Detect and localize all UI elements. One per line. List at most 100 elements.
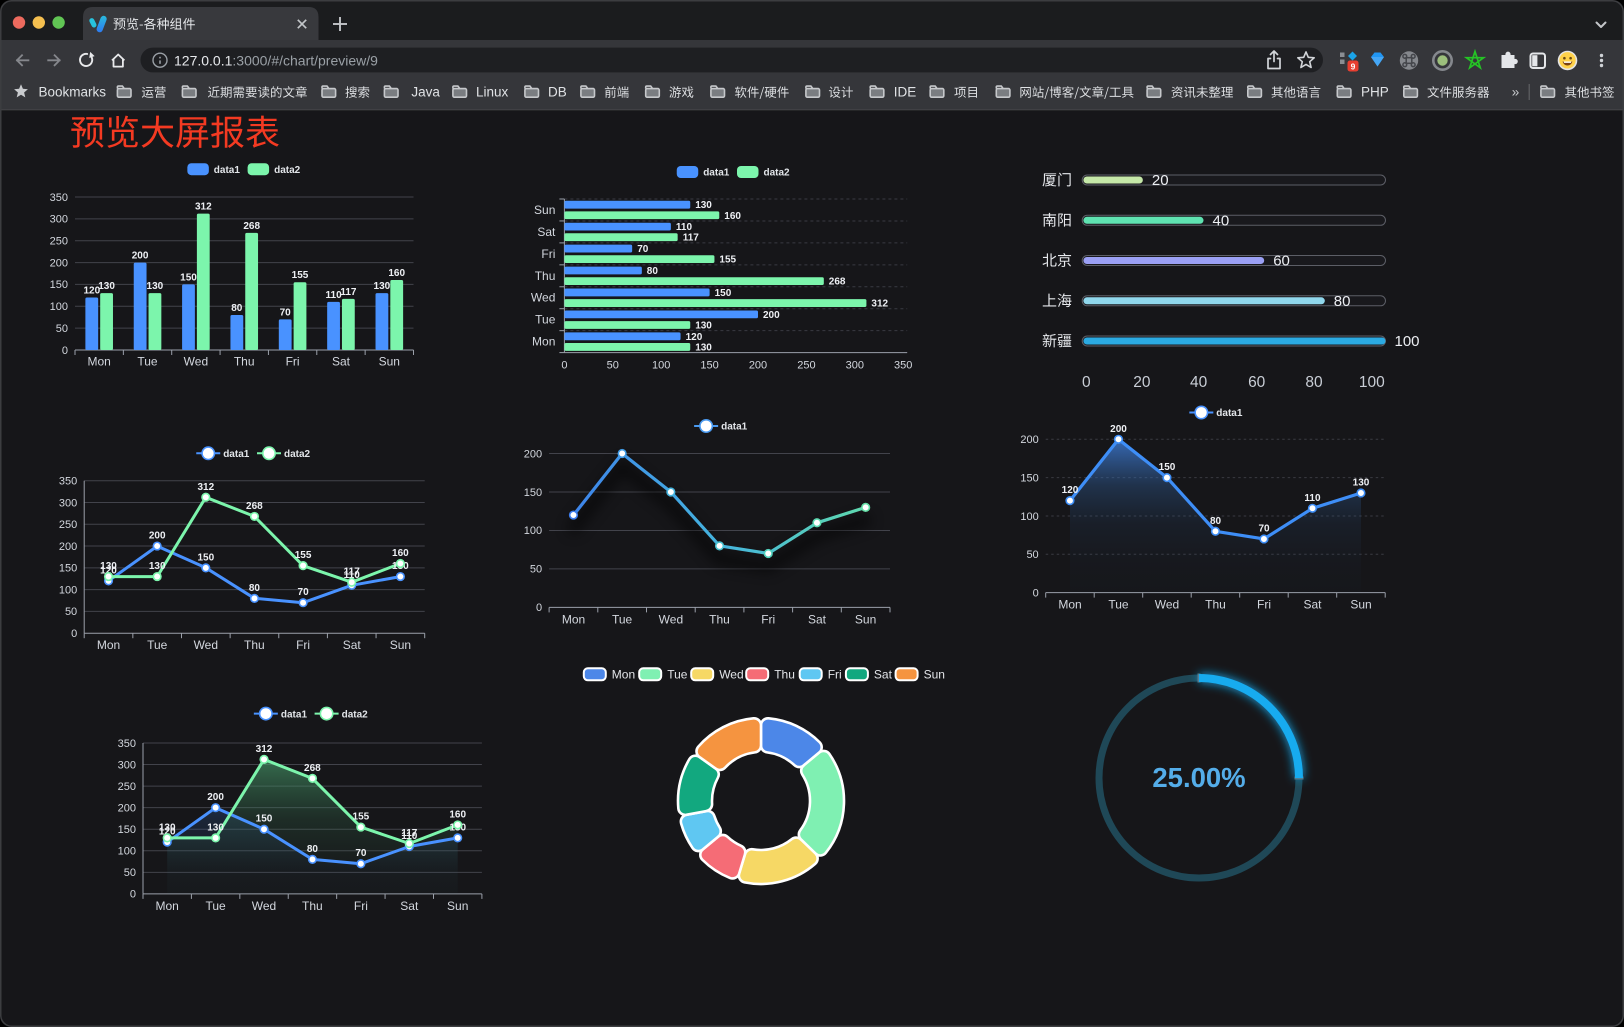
- svg-text:data1: data1: [223, 449, 250, 460]
- svg-text:100: 100: [59, 584, 77, 596]
- svg-text:0: 0: [130, 889, 136, 901]
- svg-text:150: 150: [256, 814, 273, 825]
- svg-text:data2: data2: [342, 709, 369, 720]
- svg-text:Mon: Mon: [612, 668, 635, 682]
- svg-text:150: 150: [715, 288, 732, 299]
- svg-text:70: 70: [355, 848, 367, 859]
- svg-text:312: 312: [256, 744, 273, 755]
- svg-text:250: 250: [118, 781, 136, 793]
- svg-text:60: 60: [1248, 374, 1266, 391]
- svg-text:Fri: Fri: [761, 612, 775, 626]
- svg-text:200: 200: [524, 448, 542, 460]
- svg-text:Sun: Sun: [534, 203, 555, 217]
- svg-text:150: 150: [50, 279, 68, 291]
- svg-text:120: 120: [83, 286, 100, 297]
- svg-text:300: 300: [846, 360, 864, 372]
- svg-text:Sun: Sun: [447, 899, 468, 913]
- svg-text:Tue: Tue: [147, 638, 168, 652]
- svg-text:»: »: [1512, 85, 1520, 100]
- svg-text:80: 80: [1334, 293, 1351, 310]
- svg-text:130: 130: [149, 561, 166, 572]
- svg-text:Tue: Tue: [205, 899, 226, 913]
- svg-text:80: 80: [307, 844, 319, 855]
- svg-text:312: 312: [871, 299, 888, 310]
- svg-text:100: 100: [118, 846, 136, 858]
- svg-text:268: 268: [304, 763, 321, 774]
- svg-text:Mon: Mon: [1058, 598, 1081, 612]
- svg-text:Wed: Wed: [719, 668, 743, 682]
- svg-text:data2: data2: [764, 168, 791, 179]
- svg-text:Wed: Wed: [184, 355, 208, 369]
- svg-text:9: 9: [1351, 61, 1356, 71]
- svg-text:130: 130: [100, 561, 117, 572]
- svg-text:80: 80: [249, 583, 261, 594]
- svg-text:127.0.0.1:3000/#/chart/preview: 127.0.0.1:3000/#/chart/preview/9: [174, 52, 378, 68]
- svg-text:Fri: Fri: [296, 638, 310, 652]
- svg-text:100: 100: [1020, 511, 1038, 523]
- svg-text:120: 120: [686, 332, 703, 343]
- svg-text:data1: data1: [703, 168, 730, 179]
- svg-text:350: 350: [59, 476, 77, 488]
- svg-text:50: 50: [607, 360, 619, 372]
- svg-text:Bookmarks: Bookmarks: [39, 85, 107, 100]
- svg-text:130: 130: [159, 822, 176, 833]
- svg-text:20: 20: [1133, 374, 1151, 391]
- svg-text:0: 0: [561, 360, 567, 372]
- svg-text:Mon: Mon: [156, 899, 179, 913]
- svg-text:Fri: Fri: [1257, 598, 1271, 612]
- svg-text:130: 130: [695, 342, 712, 353]
- svg-text:160: 160: [392, 548, 409, 559]
- svg-text:20: 20: [1152, 172, 1169, 189]
- svg-text:110: 110: [1304, 493, 1321, 504]
- svg-text:117: 117: [683, 233, 700, 244]
- svg-text:Sun: Sun: [379, 355, 400, 369]
- svg-text:200: 200: [763, 310, 780, 321]
- svg-text:80: 80: [1305, 374, 1323, 391]
- svg-text:Thu: Thu: [1205, 598, 1226, 612]
- svg-text:150: 150: [524, 487, 542, 499]
- svg-text:150: 150: [59, 563, 77, 575]
- svg-text:100: 100: [50, 301, 68, 313]
- svg-text:130: 130: [695, 321, 712, 332]
- svg-text:Thu: Thu: [234, 355, 255, 369]
- svg-text:130: 130: [1353, 478, 1370, 489]
- svg-text:Thu: Thu: [709, 612, 730, 626]
- svg-text:Sun: Sun: [924, 668, 945, 682]
- svg-text:Thu: Thu: [774, 668, 795, 682]
- svg-text:150: 150: [180, 272, 197, 283]
- svg-text:130: 130: [374, 281, 391, 292]
- svg-text:250: 250: [50, 236, 68, 248]
- svg-text:312: 312: [197, 482, 214, 493]
- svg-text:0: 0: [1033, 587, 1039, 599]
- svg-text:200: 200: [132, 251, 149, 262]
- svg-text:Linux: Linux: [476, 85, 509, 100]
- svg-text:80: 80: [231, 303, 243, 314]
- svg-text:155: 155: [719, 255, 736, 266]
- svg-text:Mon: Mon: [88, 355, 111, 369]
- svg-text:268: 268: [829, 277, 846, 288]
- svg-text:200: 200: [1020, 434, 1038, 446]
- svg-text:130: 130: [98, 281, 115, 292]
- svg-text:Wed: Wed: [252, 899, 276, 913]
- svg-text:100: 100: [524, 525, 542, 537]
- svg-text:Fri: Fri: [828, 668, 842, 682]
- svg-text:50: 50: [56, 323, 68, 335]
- svg-text:150: 150: [1159, 462, 1176, 473]
- svg-text:Thu: Thu: [535, 269, 556, 283]
- svg-text:70: 70: [1258, 523, 1270, 534]
- svg-text:200: 200: [749, 360, 767, 372]
- svg-text:110: 110: [676, 222, 693, 233]
- svg-text:Mon: Mon: [97, 638, 120, 652]
- svg-text:300: 300: [59, 497, 77, 509]
- svg-text:Mon: Mon: [562, 612, 585, 626]
- svg-text:200: 200: [118, 803, 136, 815]
- svg-text:350: 350: [118, 738, 136, 750]
- svg-text:160: 160: [388, 268, 405, 279]
- svg-text:Wed: Wed: [194, 638, 218, 652]
- svg-text:25.00%: 25.00%: [1152, 762, 1245, 793]
- svg-text:160: 160: [449, 809, 466, 820]
- svg-text:120: 120: [159, 827, 176, 838]
- svg-text:50: 50: [65, 606, 77, 618]
- svg-text:Sat: Sat: [332, 355, 351, 369]
- svg-text:0: 0: [536, 602, 542, 614]
